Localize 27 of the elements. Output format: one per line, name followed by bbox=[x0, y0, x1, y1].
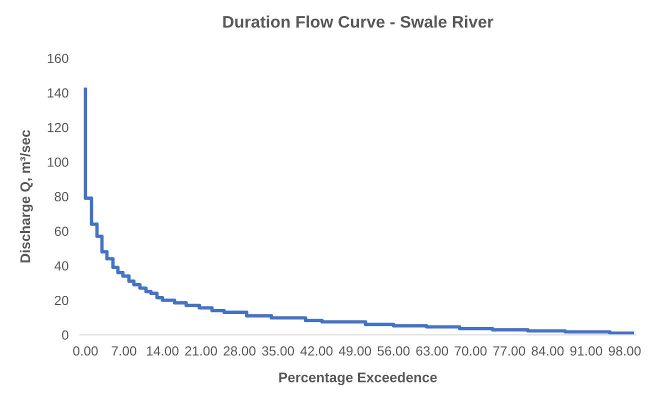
x-tick-label: 14.00 bbox=[146, 346, 178, 356]
y-tick-label: 100 bbox=[48, 157, 68, 167]
y-tick-label: 60 bbox=[54, 226, 68, 236]
x-tick-label: 42.00 bbox=[300, 346, 333, 356]
y-tick-label: 20 bbox=[54, 296, 68, 306]
y-tick-label: 140 bbox=[48, 88, 68, 98]
y-tick-label: 80 bbox=[54, 192, 68, 202]
x-tick-label: 49.00 bbox=[338, 346, 372, 356]
x-axis-title: Percentage Exceedence bbox=[279, 372, 437, 386]
x-tick-label: 77.00 bbox=[493, 346, 526, 356]
x-tick-label: 35.00 bbox=[262, 346, 294, 356]
x-tick-label: 84.00 bbox=[532, 346, 564, 356]
y-tick-label: 0 bbox=[62, 330, 68, 340]
x-tick-label: 21.00 bbox=[185, 346, 217, 356]
y-tick-label: 40 bbox=[54, 261, 68, 271]
x-tick-label: 98.00 bbox=[608, 346, 641, 356]
y-tick-label: 120 bbox=[48, 122, 68, 132]
x-tick-label: 28.00 bbox=[224, 346, 256, 356]
x-tick-label: 0.00 bbox=[73, 346, 98, 356]
x-tick-label: 56.00 bbox=[378, 346, 410, 356]
x-tick-label: 70.00 bbox=[454, 346, 487, 356]
x-tick-label: 91.00 bbox=[570, 346, 602, 356]
chart-title: Duration Flow Curve - Swale River bbox=[223, 16, 494, 28]
x-tick-label: 63.00 bbox=[416, 346, 448, 356]
y-axis-title: Discharge Q, m³/sec bbox=[20, 130, 33, 262]
y-tick-label: 160 bbox=[48, 54, 68, 64]
x-tick-label: 7.00 bbox=[112, 346, 136, 356]
